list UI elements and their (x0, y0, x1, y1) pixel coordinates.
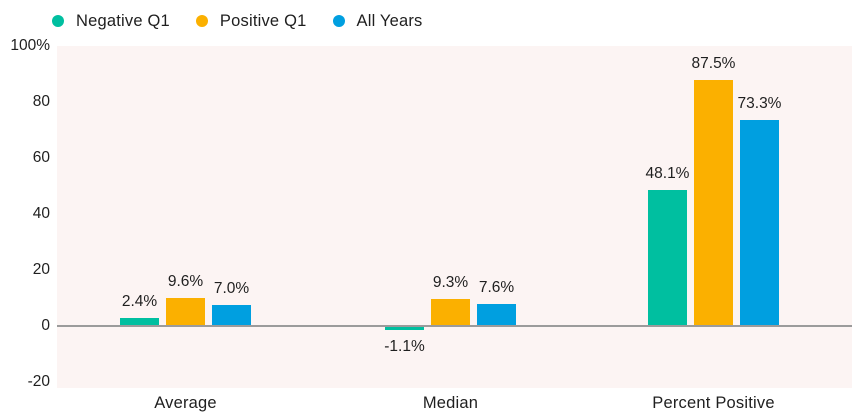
bar (212, 305, 251, 325)
zero-axis-line (57, 325, 852, 327)
bar-value-label: 2.4% (121, 293, 158, 310)
y-tick-label: 100% (10, 37, 50, 54)
bar-value-label: 7.0% (213, 280, 250, 297)
bar (431, 299, 470, 325)
bar (120, 318, 159, 325)
bar (385, 327, 424, 330)
bar (740, 120, 779, 325)
category-label: Average (154, 394, 217, 412)
bar (694, 80, 733, 325)
category-label: Median (422, 394, 479, 412)
legend-dot-icon (195, 15, 208, 27)
bar-value-label: 87.5% (691, 55, 736, 72)
legend-label: All Years (356, 11, 423, 30)
bar-value-label: 73.3% (737, 95, 782, 112)
legend-dot-icon (52, 15, 64, 27)
legend-item: Positive Q1 (195, 11, 307, 31)
legend-label: Positive Q1 (219, 11, 307, 30)
legend-dot-icon (332, 15, 345, 27)
bar (648, 190, 687, 325)
y-tick-label: -20 (27, 373, 50, 390)
legend-label: Negative Q1 (76, 11, 170, 30)
bar-value-label: 48.1% (645, 165, 690, 182)
legend-item: All Years (332, 11, 423, 31)
bar-value-label: 9.6% (167, 273, 204, 290)
y-tick-label: 60 (32, 149, 50, 166)
y-tick-label: 0 (41, 317, 50, 334)
y-tick-label: 40 (32, 205, 50, 222)
bar-value-label: 7.6% (478, 279, 515, 296)
bar (166, 298, 205, 325)
y-tick-label: 80 (32, 93, 50, 110)
bar (477, 304, 516, 325)
y-tick-label: 20 (32, 261, 50, 278)
bar-value-label: 9.3% (432, 274, 469, 291)
legend-item: Negative Q1 (52, 12, 170, 31)
bar-value-label: -1.1% (384, 338, 425, 355)
legend: Negative Q1 Positive Q1 All Years (52, 10, 423, 32)
category-label: Percent Positive (652, 394, 775, 412)
